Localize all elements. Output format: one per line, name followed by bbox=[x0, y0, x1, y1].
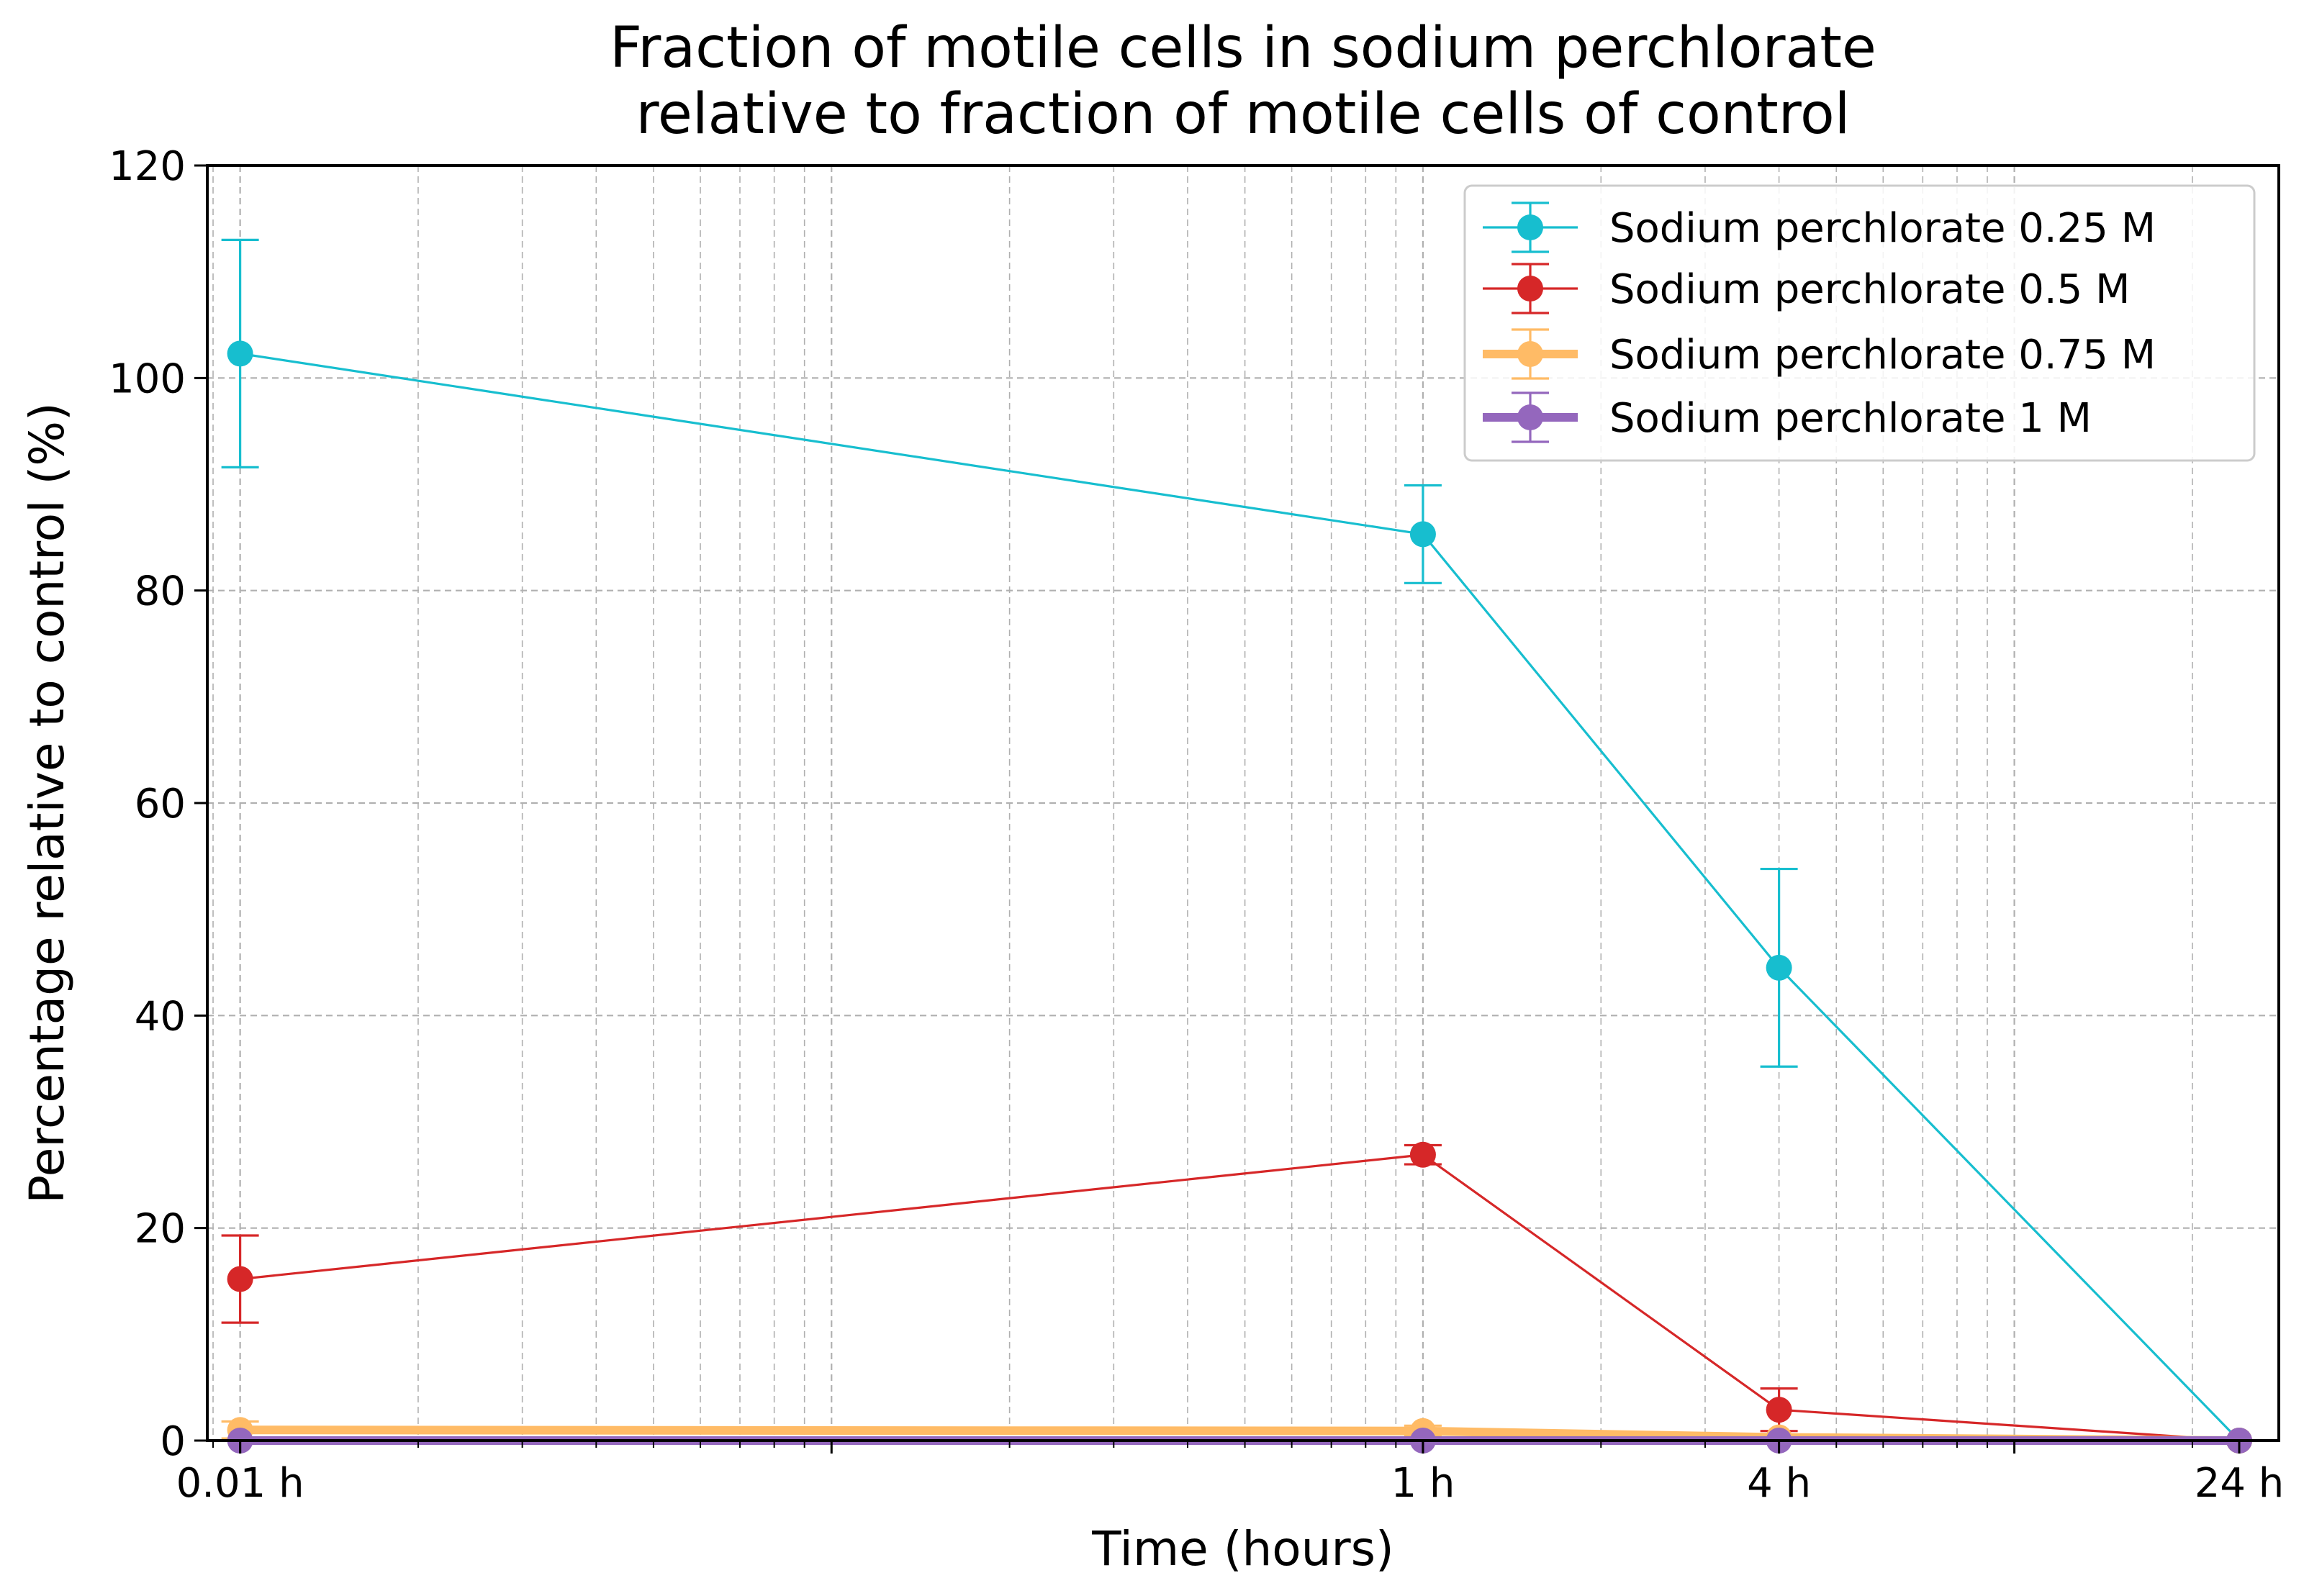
legend-marker bbox=[1517, 404, 1543, 430]
legend-label: Sodium perchlorate 0.25 M bbox=[1609, 205, 2156, 252]
data-point bbox=[227, 340, 253, 367]
legend-entry: Sodium perchlorate 0.75 M bbox=[1483, 328, 2156, 380]
series-line bbox=[240, 352, 2241, 1442]
legend-marker bbox=[1517, 214, 1543, 240]
legend-entry: Sodium perchlorate 1 M bbox=[1483, 391, 2092, 443]
legend-marker bbox=[1517, 341, 1543, 367]
x-tick-label: 24 h bbox=[2195, 1460, 2285, 1507]
data-point bbox=[1409, 1141, 1436, 1168]
legend-label: Sodium perchlorate 0.75 M bbox=[1609, 332, 2156, 378]
legend-box bbox=[1463, 184, 2256, 462]
legend-entries: Sodium perchlorate 0.25 M Sodium perchlor… bbox=[1483, 201, 2156, 443]
x-tick-label: 4 h bbox=[1747, 1460, 1811, 1507]
data-point bbox=[227, 1266, 253, 1292]
chart-title-line-2: relative to fraction of motile cells of … bbox=[636, 82, 1851, 147]
y-tick-label: 100 bbox=[109, 355, 186, 402]
data-point bbox=[1409, 521, 1436, 548]
series-line bbox=[240, 1153, 2240, 1442]
x-tick-label: 0.01 h bbox=[176, 1460, 304, 1507]
y-tick-label: 60 bbox=[135, 781, 186, 828]
y-tick-label: 0 bbox=[160, 1418, 186, 1465]
legend-label: Sodium perchlorate 1 M bbox=[1609, 395, 2092, 442]
y-tick-label: 120 bbox=[109, 143, 186, 190]
legend-entry: Sodium perchlorate 0.25 M bbox=[1483, 201, 2156, 253]
y-axis-label: Percentage relative to control (%) bbox=[19, 402, 75, 1203]
y-tick-label: 80 bbox=[135, 568, 186, 615]
y-tick-label: 40 bbox=[135, 993, 186, 1040]
grid-layer bbox=[207, 164, 2279, 1442]
y-tick-label: 20 bbox=[135, 1206, 186, 1253]
legend-label: Sodium perchlorate 0.5 M bbox=[1609, 266, 2130, 313]
data-point bbox=[1766, 1397, 1792, 1423]
legend-entry: Sodium perchlorate 0.5 M bbox=[1483, 263, 2130, 314]
chart-title-line-1: Fraction of motile cells in sodium perch… bbox=[610, 16, 1876, 81]
legend: Sodium perchlorate 0.25 M Sodium perchlor… bbox=[1463, 184, 2256, 462]
data-point bbox=[1766, 954, 1792, 981]
x-tick-label: 1 h bbox=[1391, 1460, 1455, 1507]
x-axis-label: Time (hours) bbox=[1091, 1521, 1394, 1577]
tick-layer: 0 20 40 60 80 100 120 0.01 h 1 h 4 h 24 h bbox=[109, 143, 2284, 1507]
legend-marker bbox=[1517, 276, 1543, 301]
